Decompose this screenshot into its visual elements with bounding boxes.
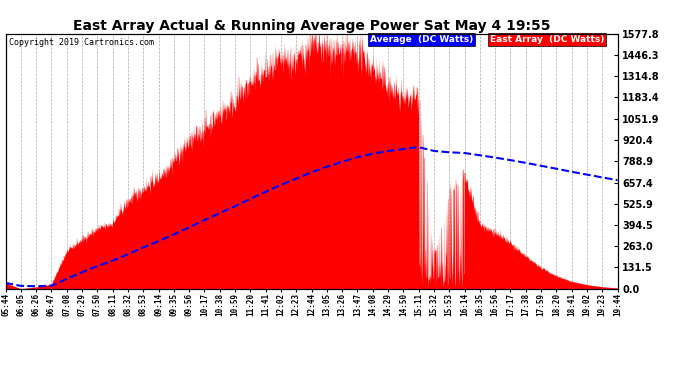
Text: Average  (DC Watts): Average (DC Watts) <box>370 35 473 44</box>
Text: Copyright 2019 Cartronics.com: Copyright 2019 Cartronics.com <box>8 38 154 46</box>
Title: East Array Actual & Running Average Power Sat May 4 19:55: East Array Actual & Running Average Powe… <box>72 19 551 33</box>
Text: East Array  (DC Watts): East Array (DC Watts) <box>491 35 604 44</box>
